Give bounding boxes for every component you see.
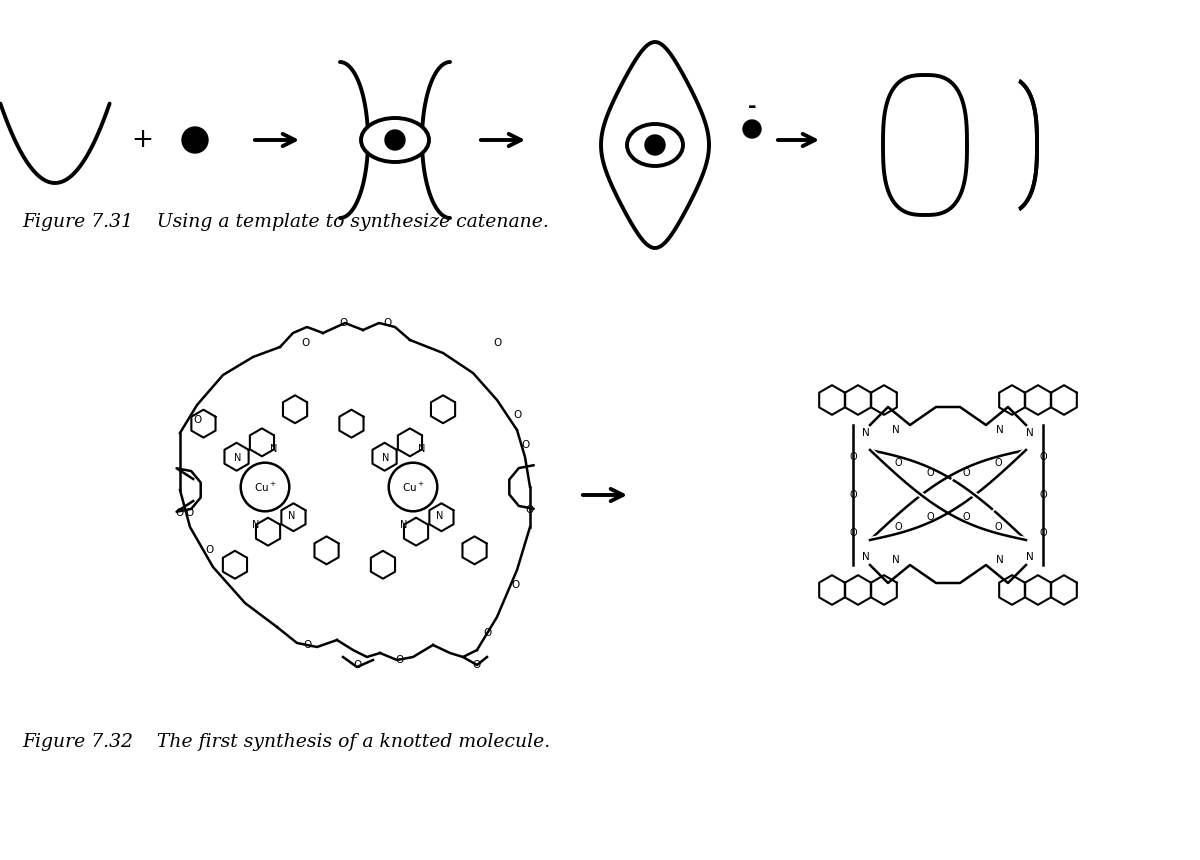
- Text: O: O: [396, 655, 404, 665]
- Polygon shape: [845, 575, 871, 605]
- Text: O: O: [176, 508, 184, 518]
- Polygon shape: [1051, 385, 1076, 415]
- Text: O: O: [1039, 490, 1046, 500]
- Text: O: O: [473, 660, 481, 670]
- Text: Figure 7.32    The first synthesis of a knotted molecule.: Figure 7.32 The first synthesis of a kno…: [22, 733, 551, 751]
- Text: O: O: [301, 338, 310, 348]
- Text: N: N: [401, 519, 408, 530]
- Ellipse shape: [628, 124, 683, 166]
- Text: N: N: [419, 445, 426, 454]
- Text: O: O: [186, 508, 194, 518]
- Polygon shape: [845, 385, 871, 415]
- Text: O: O: [511, 580, 520, 590]
- Polygon shape: [191, 409, 216, 438]
- Text: O: O: [493, 338, 502, 348]
- Polygon shape: [430, 503, 454, 531]
- Text: O: O: [338, 318, 347, 328]
- Polygon shape: [1000, 385, 1025, 415]
- Polygon shape: [820, 575, 845, 605]
- Polygon shape: [340, 409, 364, 438]
- Text: O: O: [850, 452, 857, 462]
- Text: O: O: [962, 468, 970, 478]
- Text: O: O: [521, 440, 529, 450]
- Text: N: N: [892, 425, 900, 435]
- Polygon shape: [462, 537, 487, 564]
- Text: O: O: [894, 522, 902, 532]
- Polygon shape: [250, 428, 274, 457]
- Circle shape: [646, 135, 665, 155]
- Text: N: N: [996, 425, 1004, 435]
- Text: O: O: [302, 640, 311, 650]
- Text: N: N: [288, 511, 295, 521]
- Circle shape: [385, 130, 406, 150]
- Text: O: O: [850, 528, 857, 538]
- Text: O: O: [1039, 528, 1046, 538]
- Text: +: +: [131, 127, 154, 153]
- Text: O: O: [1039, 452, 1046, 462]
- Text: O: O: [193, 415, 202, 425]
- Polygon shape: [281, 503, 306, 531]
- Text: N: N: [1026, 428, 1034, 438]
- Text: O: O: [962, 512, 970, 522]
- Text: O: O: [383, 318, 391, 328]
- Text: O: O: [512, 410, 521, 420]
- Text: N: N: [437, 511, 444, 521]
- Polygon shape: [372, 443, 397, 470]
- Polygon shape: [371, 550, 395, 579]
- Polygon shape: [224, 443, 248, 470]
- Text: Cu$^+$: Cu$^+$: [402, 481, 425, 494]
- Polygon shape: [404, 518, 428, 545]
- Circle shape: [743, 120, 761, 138]
- Text: N: N: [1026, 552, 1034, 562]
- Polygon shape: [431, 396, 455, 423]
- Polygon shape: [398, 428, 422, 457]
- Polygon shape: [883, 75, 967, 215]
- Text: Cu$^+$: Cu$^+$: [253, 481, 276, 494]
- Circle shape: [182, 127, 208, 153]
- Text: -: -: [748, 97, 756, 117]
- Polygon shape: [1051, 575, 1076, 605]
- Text: O: O: [926, 468, 934, 478]
- Polygon shape: [953, 75, 1037, 215]
- Text: O: O: [850, 490, 857, 500]
- Text: O: O: [926, 512, 934, 522]
- Text: O: O: [994, 458, 1002, 468]
- Text: Figure 7.31    Using a template to synthesize catenane.: Figure 7.31 Using a template to synthesi…: [22, 213, 548, 231]
- Circle shape: [389, 463, 437, 512]
- Text: O: O: [206, 545, 214, 555]
- Polygon shape: [871, 385, 896, 415]
- Text: N: N: [383, 453, 390, 464]
- Ellipse shape: [361, 118, 430, 162]
- Text: O: O: [994, 522, 1002, 532]
- Polygon shape: [871, 575, 896, 605]
- Text: O: O: [894, 458, 902, 468]
- Polygon shape: [1000, 575, 1025, 605]
- Text: N: N: [996, 555, 1004, 565]
- Polygon shape: [256, 518, 280, 545]
- Polygon shape: [283, 396, 307, 423]
- Text: O: O: [353, 660, 361, 670]
- Polygon shape: [1025, 385, 1051, 415]
- Text: N: N: [892, 555, 900, 565]
- Text: N: N: [234, 453, 241, 464]
- Circle shape: [241, 463, 289, 512]
- Polygon shape: [223, 550, 247, 579]
- Text: O: O: [482, 628, 491, 638]
- Text: N: N: [862, 428, 870, 438]
- Text: N: N: [252, 519, 259, 530]
- Text: N: N: [862, 552, 870, 562]
- Polygon shape: [314, 537, 338, 564]
- Text: O: O: [526, 505, 534, 515]
- Polygon shape: [601, 42, 709, 248]
- Polygon shape: [1025, 575, 1051, 605]
- Text: N: N: [270, 445, 277, 454]
- Polygon shape: [820, 385, 845, 415]
